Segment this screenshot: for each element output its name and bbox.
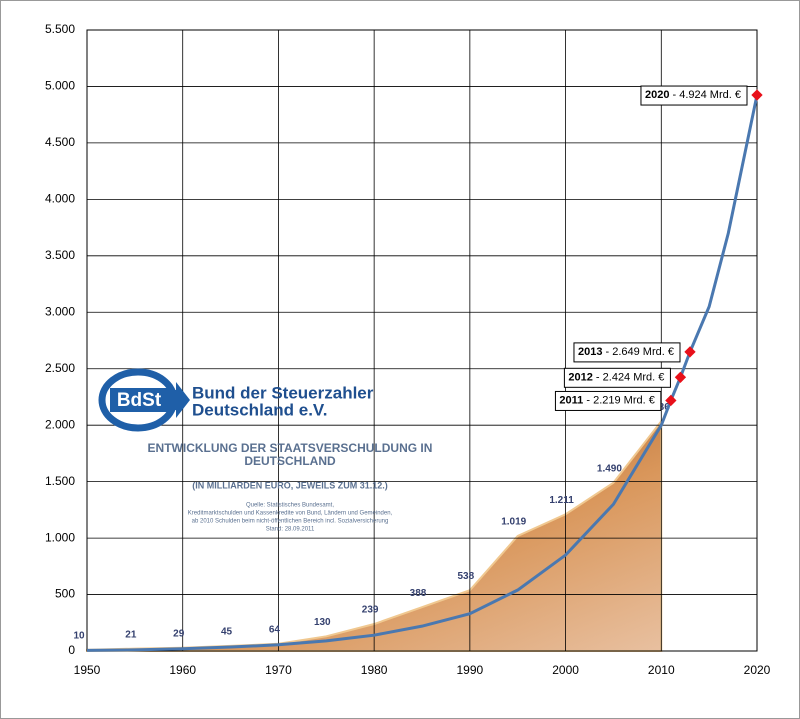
- annotation-year: 2020: [645, 89, 669, 101]
- x-tick-label: 1950: [74, 663, 101, 677]
- value-label: 64: [269, 624, 281, 635]
- value-label: 10: [73, 631, 85, 642]
- chart-title: DEUTSCHLAND: [244, 454, 336, 468]
- marker: [665, 394, 677, 407]
- x-tick-label: 2000: [552, 663, 579, 677]
- y-tick-label: 1.000: [45, 530, 75, 544]
- y-tick-label: 2.000: [45, 417, 75, 431]
- value-label: 388: [410, 588, 427, 599]
- value-label: 21: [125, 629, 137, 640]
- annotation-text: 2013 - 2.649 Mrd. €: [578, 346, 674, 358]
- value-label: 1.490: [597, 463, 622, 474]
- overlay: 0 500 1.000 1.500 2.000 2.500 3.000 3.500 4.000 4…: [45, 22, 771, 677]
- annotation-value: - 4.924 Mrd. €: [669, 89, 741, 101]
- x-tick-label: 2010: [648, 663, 675, 677]
- y-tick-label: 5.000: [45, 79, 75, 93]
- x-tick-label: 1980: [361, 663, 388, 677]
- logo-name: Bund der Steuerzahler: [192, 383, 374, 402]
- logo-box: [110, 388, 168, 412]
- source: ab 2010 Schulden beim nicht-öffentlichen…: [192, 519, 389, 525]
- plot-area: [86, 29, 758, 652]
- annotation-box: [640, 85, 748, 106]
- annotation-text: 2012 - 2.424 Mrd. €: [568, 371, 664, 383]
- y-tick-label: 1.500: [45, 474, 75, 488]
- annotation: 2013 - 2.649 Mrd. €: [573, 342, 681, 363]
- marker: [674, 371, 687, 383]
- source: Quelle: Statistisches Bundesamt,: [246, 503, 334, 509]
- annotation-box: [573, 342, 681, 363]
- annotation-year: 2011: [559, 394, 583, 406]
- value-label: 538: [458, 571, 475, 582]
- annotation-text: 2020 - 4.924 Mrd. €: [645, 89, 741, 101]
- y-tick-label: 0: [68, 643, 75, 657]
- x-tick-label: 1990: [457, 663, 484, 677]
- y-tick-label: 500: [55, 587, 75, 601]
- annotation-value: - 2.219 Mrd. €: [583, 394, 655, 406]
- logo-text: BdSt: [117, 390, 162, 411]
- annotation: 2011 - 2.219 Mrd. €: [554, 390, 662, 411]
- y-tick-label: 5.500: [45, 22, 75, 36]
- logo-name: Deutschland e.V.: [192, 400, 327, 419]
- marker: [684, 346, 696, 358]
- value-label: 45: [221, 627, 233, 638]
- annotation: 2012 - 2.424 Mrd. €: [563, 367, 671, 388]
- y-tick-label: 3.000: [45, 304, 75, 318]
- value-label: 1.211: [549, 495, 574, 506]
- plot-border: [86, 29, 758, 652]
- annotation: 2020 - 4.924 Mrd. €: [640, 85, 748, 106]
- y-tick-label: 4.000: [45, 192, 75, 206]
- annotation-value: - 2.649 Mrd. €: [602, 346, 674, 358]
- logo: BdSt Bund der Steuerzahler Deutschland e…: [98, 368, 374, 432]
- annotation-text: 2011 - 2.219 Mrd. €: [559, 394, 654, 406]
- source: Stand: 28.09.2011: [266, 527, 315, 533]
- source: Kreditmarktschulden und Kassenkredite vo…: [188, 511, 393, 517]
- value-label: 1.019: [501, 517, 526, 528]
- y-tick-label: 2.500: [45, 361, 75, 375]
- annotation-box: [563, 367, 671, 388]
- x-tick-label: 1960: [169, 663, 196, 677]
- x-tick-label: 2020: [744, 663, 771, 677]
- y-tick-label: 4.500: [45, 135, 75, 149]
- annotation-box: [554, 390, 662, 411]
- value-label: 130: [314, 617, 331, 628]
- value-label: 29: [173, 628, 185, 639]
- x-tick-label: 1970: [265, 663, 292, 677]
- annotation-year: 2012: [568, 371, 592, 383]
- annotation-year: 2013: [578, 346, 602, 358]
- value-label: 239: [362, 605, 379, 616]
- y-tick-label: 3.500: [45, 248, 75, 262]
- subtitle: (IN MILLIARDEN EURO, JEWEILS ZUM 31.12.): [192, 480, 388, 490]
- chart-title: ENTWICKLUNG DER STAATSVERSCHULDUNG IN: [148, 441, 433, 455]
- annotation-value: - 2.424 Mrd. €: [593, 371, 665, 383]
